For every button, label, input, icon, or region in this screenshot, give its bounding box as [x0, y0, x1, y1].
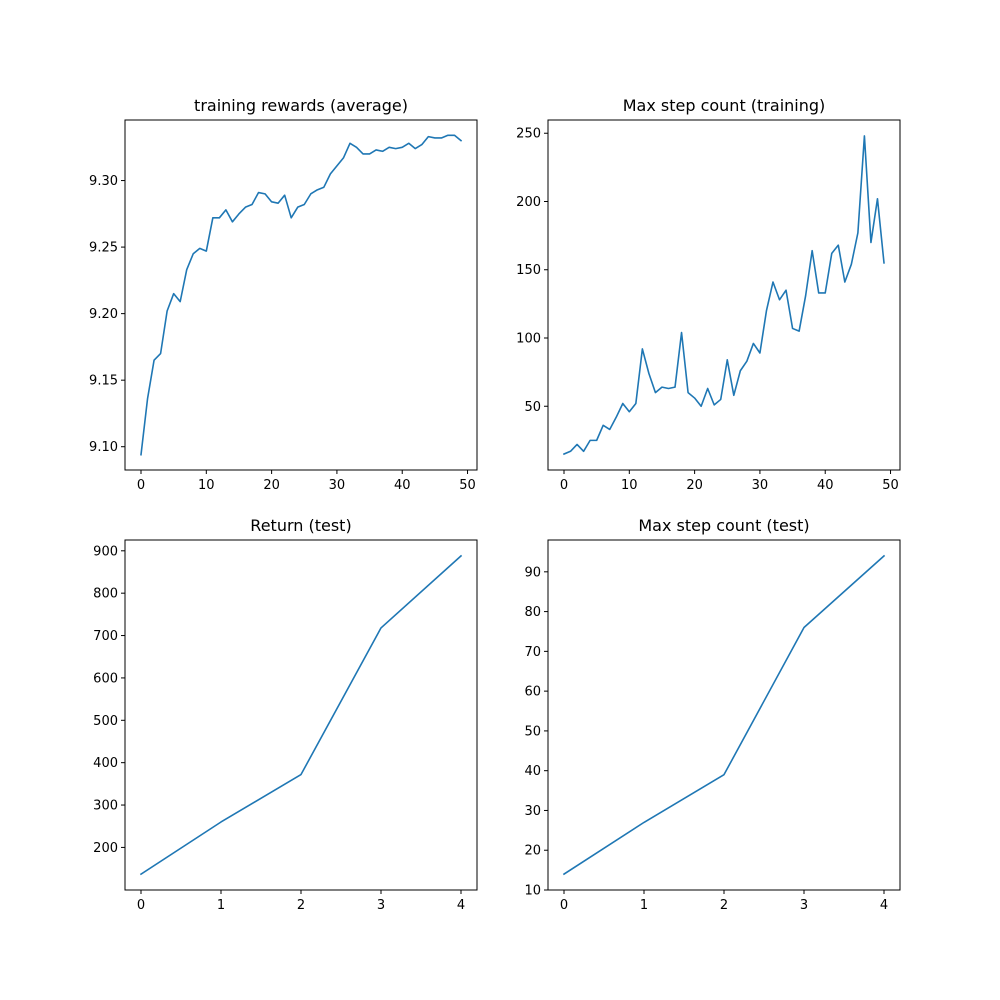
x-tick-label: 0	[560, 898, 568, 913]
y-tick-label: 400	[93, 756, 118, 771]
y-tick-label: 90	[524, 565, 541, 580]
y-tick-label: 700	[93, 629, 118, 644]
series-line	[562, 135, 885, 456]
x-tick-label: 50	[459, 478, 476, 493]
x-tick-label: 50	[882, 478, 899, 493]
y-tick-label: 9.25	[89, 241, 118, 256]
subplot-max-step-training: Max step count (training) 0 10 20 30 40 50 50 1…	[516, 96, 901, 493]
series-line	[562, 554, 886, 876]
x-tick-label: 3	[800, 898, 808, 913]
x-tick-label: 20	[263, 478, 280, 493]
y-tick-label: 50	[524, 724, 541, 739]
y-tick-label: 200	[516, 195, 541, 210]
y-tick-label: 9.15	[89, 374, 118, 389]
axes-frame	[124, 119, 478, 471]
y-tick-label: 800	[93, 587, 118, 602]
subplot-training-rewards: training rewards (average) 0 10 20 30 40 50 9.…	[89, 96, 478, 493]
y-tick-label: 250	[516, 127, 541, 142]
x-tick-label: 2	[720, 898, 728, 913]
y-tick-label: 9.30	[89, 174, 118, 189]
subplot-title: Max step count (test)	[638, 516, 809, 535]
x-tick-label: 30	[329, 478, 346, 493]
series-line	[140, 134, 463, 456]
x-tick-label: 10	[198, 478, 215, 493]
y-tick-label: 200	[93, 841, 118, 856]
x-tick-label: 4	[457, 898, 465, 913]
y-tick-label: 300	[93, 799, 118, 814]
x-tick-label: 40	[394, 478, 411, 493]
y-tick-label: 10	[524, 884, 541, 899]
x-tick-label: 0	[560, 478, 568, 493]
subplot-max-step-test: Max step count (test) 0 1 2 3 4 10 20 30 40 50 60 7…	[524, 516, 901, 913]
y-tick-label: 40	[524, 764, 541, 779]
y-tick-label: 9.10	[89, 440, 118, 455]
x-tick-label: 30	[752, 478, 769, 493]
y-tick-label: 150	[516, 263, 541, 278]
x-tick-label: 1	[640, 898, 648, 913]
x-tick-label: 10	[621, 478, 638, 493]
x-tick-label: 1	[217, 898, 225, 913]
subplot-title: Return (test)	[250, 516, 351, 535]
y-tick-label: 60	[524, 685, 541, 700]
axes-frame	[547, 119, 901, 471]
x-tick-label: 40	[817, 478, 834, 493]
y-tick-label: 20	[524, 844, 541, 859]
series-line	[139, 554, 463, 876]
x-tick-label: 0	[137, 478, 145, 493]
subplot-title: training rewards (average)	[194, 96, 408, 115]
y-tick-label: 70	[524, 645, 541, 660]
y-tick-label: 600	[93, 671, 118, 686]
y-tick-label: 80	[524, 605, 541, 620]
y-tick-label: 100	[516, 331, 541, 346]
subplot-title: Max step count (training)	[623, 96, 826, 115]
x-tick-label: 0	[137, 898, 145, 913]
y-tick-label: 30	[524, 804, 541, 819]
x-tick-label: 20	[686, 478, 703, 493]
y-tick-label: 9.20	[89, 307, 118, 322]
y-tick-label: 50	[524, 400, 541, 415]
subplot-return-test: Return (test) 0 1 2 3 4 200 300 400 500 600 700 800…	[93, 516, 478, 913]
y-tick-label: 500	[93, 714, 118, 729]
x-tick-label: 2	[297, 898, 305, 913]
y-tick-label: 900	[93, 544, 118, 559]
x-tick-label: 4	[880, 898, 888, 913]
x-tick-label: 3	[377, 898, 385, 913]
